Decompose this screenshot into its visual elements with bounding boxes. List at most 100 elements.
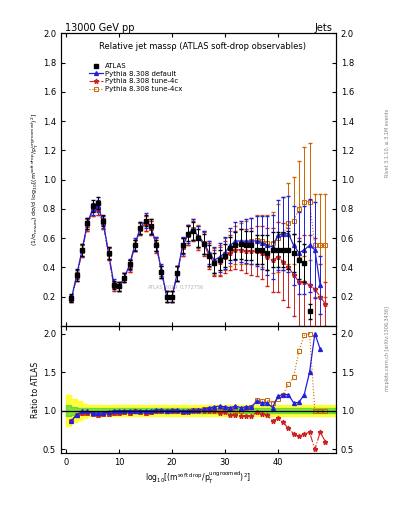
Pythia 8.308 default xyxy=(154,241,158,247)
Y-axis label: (1/σ$_{\rm resum}$) dσ/d log$_{10}$[(m$^{\rm soft\,drop}$/p$_{\rm T}^{\rm ungroo: (1/σ$_{\rm resum}$) dσ/d log$_{10}$[(m$^… xyxy=(30,113,41,246)
Pythia 8.308 tune-4c xyxy=(164,293,169,300)
Text: Jets: Jets xyxy=(314,23,332,33)
Pythia 8.308 tune-4c xyxy=(80,248,84,254)
Pythia 8.308 tune-4cx xyxy=(281,230,285,237)
ATLAS xyxy=(217,257,222,263)
Pythia 8.308 tune-4c xyxy=(291,271,296,278)
Text: Rivet 3.1.10, ≥ 3.1M events: Rivet 3.1.10, ≥ 3.1M events xyxy=(385,109,390,178)
Pythia 8.308 tune-4cx xyxy=(154,241,158,247)
Pythia 8.308 tune-4c xyxy=(112,283,116,289)
ATLAS xyxy=(138,225,143,231)
ATLAS xyxy=(201,241,206,247)
Pythia 8.308 default xyxy=(286,230,291,237)
ATLAS xyxy=(154,242,158,248)
Pythia 8.308 default xyxy=(302,247,307,253)
X-axis label: log$_{10}$[(m$^{\rm soft\ drop}$/p$_{\rm T}^{\rm ungroomed}$)$^{2}$]: log$_{10}$[(m$^{\rm soft\ drop}$/p$_{\rm… xyxy=(145,470,252,486)
Pythia 8.308 default xyxy=(69,295,74,301)
ATLAS xyxy=(281,247,285,253)
Text: ATLAS_2019_I1772756: ATLAS_2019_I1772756 xyxy=(149,284,204,290)
Pythia 8.308 default xyxy=(164,293,169,300)
ATLAS xyxy=(191,228,196,234)
Pythia 8.308 tune-4c xyxy=(185,232,190,238)
Pythia 8.308 default xyxy=(297,250,301,256)
ATLAS xyxy=(117,283,121,289)
ATLAS xyxy=(265,250,270,256)
ATLAS xyxy=(143,218,148,224)
Pythia 8.308 default xyxy=(90,206,95,212)
Pythia 8.308 tune-4cx xyxy=(307,199,312,205)
Pythia 8.308 default xyxy=(207,250,211,256)
Pythia 8.308 tune-4c xyxy=(138,226,143,232)
Pythia 8.308 tune-4c xyxy=(196,235,201,241)
Pythia 8.308 tune-4cx xyxy=(95,206,100,212)
ATLAS xyxy=(254,247,259,253)
Pythia 8.308 tune-4c xyxy=(260,250,264,256)
ATLAS xyxy=(90,203,95,209)
Pythia 8.308 tune-4cx xyxy=(318,242,323,248)
ATLAS xyxy=(244,242,248,248)
Pythia 8.308 tune-4c xyxy=(101,220,106,226)
Pythia 8.308 tune-4c xyxy=(122,274,127,281)
Pythia 8.308 tune-4cx xyxy=(244,240,248,246)
Pythia 8.308 tune-4cx xyxy=(159,269,164,275)
Pythia 8.308 tune-4cx xyxy=(233,242,238,248)
Pythia 8.308 tune-4cx xyxy=(297,206,301,212)
ATLAS xyxy=(180,242,185,248)
Pythia 8.308 tune-4c xyxy=(254,248,259,254)
Pythia 8.308 default xyxy=(175,270,180,276)
Pythia 8.308 tune-4c xyxy=(207,252,211,259)
Pythia 8.308 default xyxy=(101,219,106,225)
ATLAS xyxy=(112,282,116,288)
Y-axis label: Ratio to ATLAS: Ratio to ATLAS xyxy=(31,361,40,418)
Pythia 8.308 tune-4c xyxy=(217,259,222,265)
Pythia 8.308 tune-4cx xyxy=(106,251,111,257)
ATLAS xyxy=(95,200,100,206)
Line: Pythia 8.308 default: Pythia 8.308 default xyxy=(70,204,322,300)
Pythia 8.308 tune-4c xyxy=(132,242,137,248)
Pythia 8.308 default xyxy=(307,242,312,248)
ATLAS xyxy=(275,247,280,253)
Pythia 8.308 tune-4cx xyxy=(286,220,291,226)
Pythia 8.308 tune-4cx xyxy=(265,240,270,246)
Pythia 8.308 tune-4cx xyxy=(138,226,143,232)
Pythia 8.308 default xyxy=(239,238,243,244)
Pythia 8.308 tune-4c xyxy=(307,282,312,288)
Pythia 8.308 default xyxy=(106,250,111,256)
Pythia 8.308 tune-4cx xyxy=(85,222,90,228)
ATLAS xyxy=(185,230,190,237)
ATLAS xyxy=(212,260,217,266)
Pythia 8.308 tune-4cx xyxy=(323,242,328,248)
Legend: ATLAS, Pythia 8.308 default, Pythia 8.308 tune-4c, Pythia 8.308 tune-4cx: ATLAS, Pythia 8.308 default, Pythia 8.30… xyxy=(86,60,185,95)
Pythia 8.308 tune-4cx xyxy=(260,238,264,244)
Pythia 8.308 tune-4cx xyxy=(191,226,196,232)
Pythia 8.308 default xyxy=(85,220,90,226)
Pythia 8.308 tune-4cx xyxy=(239,241,243,247)
Pythia 8.308 tune-4cx xyxy=(207,251,211,257)
ATLAS xyxy=(239,241,243,247)
Pythia 8.308 tune-4c xyxy=(159,269,164,275)
Pythia 8.308 tune-4c xyxy=(323,301,328,307)
Pythia 8.308 tune-4cx xyxy=(196,233,201,240)
Pythia 8.308 tune-4c xyxy=(318,293,323,300)
ATLAS xyxy=(222,252,227,259)
Pythia 8.308 tune-4c xyxy=(312,286,317,292)
Pythia 8.308 default xyxy=(260,240,264,246)
Pythia 8.308 default xyxy=(74,271,79,278)
Pythia 8.308 default xyxy=(254,238,259,244)
Pythia 8.308 tune-4cx xyxy=(201,240,206,246)
ATLAS xyxy=(80,247,84,253)
Pythia 8.308 tune-4c xyxy=(95,206,100,212)
Pythia 8.308 tune-4cx xyxy=(222,251,227,257)
Pythia 8.308 default xyxy=(185,230,190,237)
ATLAS xyxy=(122,274,127,281)
Pythia 8.308 default xyxy=(95,203,100,209)
Pythia 8.308 default xyxy=(201,240,206,246)
Pythia 8.308 tune-4c xyxy=(143,220,148,226)
Pythia 8.308 tune-4c xyxy=(85,222,90,228)
Pythia 8.308 default xyxy=(132,241,137,247)
Text: mcplots.cern.ch [arXiv:1306.3436]: mcplots.cern.ch [arXiv:1306.3436] xyxy=(385,306,390,391)
Pythia 8.308 tune-4cx xyxy=(212,259,217,265)
Pythia 8.308 tune-4c xyxy=(154,242,158,248)
Pythia 8.308 default xyxy=(281,230,285,237)
Pythia 8.308 tune-4cx xyxy=(90,207,95,214)
